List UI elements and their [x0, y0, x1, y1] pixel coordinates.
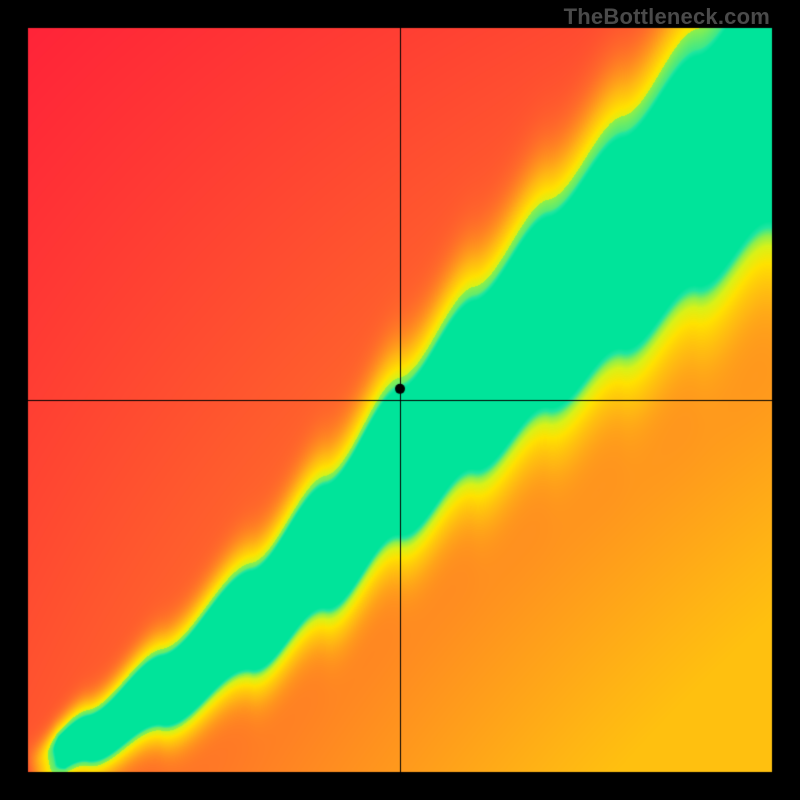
chart-container: TheBottleneck.com	[0, 0, 800, 800]
heatmap-canvas	[0, 0, 800, 800]
watermark-text: TheBottleneck.com	[564, 4, 770, 30]
